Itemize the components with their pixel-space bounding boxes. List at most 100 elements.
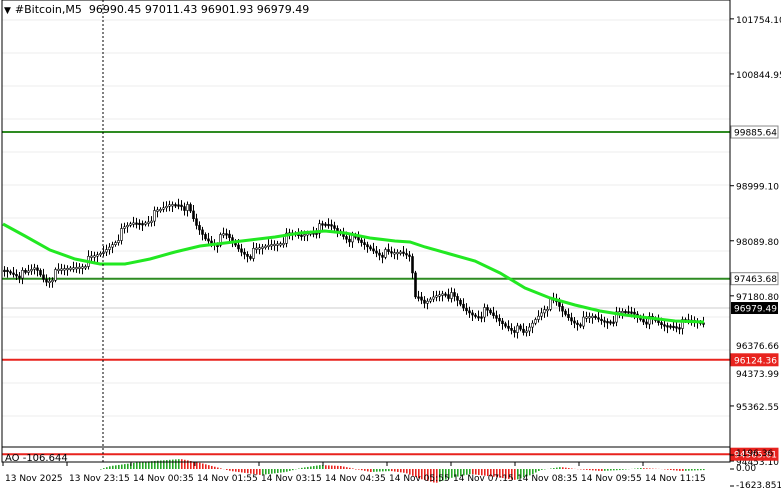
candle-body [633, 311, 636, 315]
ao-bar [271, 469, 273, 474]
ao-bar [118, 464, 120, 469]
price-tick-label: 94453.10 [736, 458, 779, 468]
ao-bar [151, 461, 153, 469]
ao-bar [178, 459, 180, 469]
ao-bar [193, 461, 195, 469]
ao-bar [562, 467, 564, 469]
ao-bar [124, 464, 126, 469]
support-resistance-levels [2, 131, 730, 456]
ao-bar [325, 465, 327, 469]
candle-body [222, 233, 225, 236]
candle-body [549, 298, 552, 310]
candle-body [12, 272, 15, 275]
candle-body [432, 296, 435, 300]
ao-bar [460, 469, 462, 476]
candle-body [138, 222, 141, 225]
ao-bar [553, 468, 555, 469]
candle-body [150, 220, 153, 223]
ao-bar [670, 469, 672, 470]
candle-body [348, 238, 351, 243]
ao-bar [277, 469, 279, 473]
candle-body [657, 320, 660, 323]
ao-bar [286, 469, 288, 472]
candle-body [141, 223, 144, 226]
ao-bar [376, 469, 378, 472]
ao-bar [307, 466, 309, 469]
candle-body [498, 317, 501, 322]
candle-body [147, 221, 150, 224]
candle-body [207, 238, 210, 242]
ao-bar [169, 459, 171, 469]
ao-bar [613, 469, 615, 471]
awesome-oscillator-histogram [100, 459, 705, 483]
ao-bar [397, 469, 399, 472]
candle-body [492, 312, 495, 316]
level-price-label: 99885.64 [734, 129, 777, 139]
ao-bar [199, 462, 201, 469]
candle-body [171, 204, 174, 207]
ao-bar [289, 469, 291, 471]
ao-bar [541, 469, 543, 470]
candle-body [669, 325, 672, 328]
ao-bar [493, 469, 495, 477]
candle-body [78, 266, 81, 269]
candlestick-series [3, 198, 705, 339]
candle-body [240, 248, 243, 253]
candle-body [408, 254, 411, 257]
ao-bar [103, 468, 105, 469]
candle-body [429, 298, 432, 302]
candle-body [204, 234, 207, 240]
ao-bar [511, 469, 513, 480]
candle-body [153, 210, 156, 222]
chart-border [1, 0, 731, 463]
candle-body [99, 253, 102, 256]
level-price-label: 96124.36 [734, 356, 777, 366]
ao-bar [361, 469, 363, 471]
candle-body [183, 206, 186, 211]
candle-body [366, 244, 369, 248]
ao-bar [142, 461, 144, 469]
ao-bar [145, 461, 147, 469]
candle-body [324, 223, 327, 226]
ao-bar [235, 469, 237, 472]
candle-body [39, 270, 42, 276]
ao-bar [388, 469, 390, 472]
ao-bar [364, 469, 366, 471]
ao-bar [619, 469, 621, 471]
ao-bar [382, 469, 384, 472]
candle-body [228, 233, 231, 238]
candle-body [426, 300, 429, 304]
ao-bar [394, 469, 396, 472]
ao-bar [694, 469, 696, 471]
ao-bar [262, 469, 264, 475]
ao-bar [346, 467, 348, 469]
ao-bar [352, 468, 354, 469]
ao-bar [184, 459, 186, 469]
dropdown-arrow-icon[interactable]: ▼ [4, 6, 11, 16]
ao-bar [115, 465, 117, 469]
ao-bar [616, 469, 618, 471]
ao-bar [586, 469, 588, 470]
ao-bar [268, 469, 270, 475]
ao-bar [505, 469, 507, 479]
candle-body [597, 317, 600, 320]
candle-body [456, 296, 459, 301]
candle-body [504, 323, 507, 327]
ao-bar [343, 466, 345, 469]
ao-bar [319, 465, 321, 469]
candle-body [462, 303, 465, 309]
ao-bar [421, 469, 423, 480]
candle-body [417, 296, 420, 299]
ao-bar [514, 469, 516, 480]
candle-body [477, 316, 480, 319]
candle-body [615, 311, 618, 323]
ao-bar [187, 460, 189, 469]
level-price-box [730, 125, 779, 139]
candle-body [468, 310, 471, 314]
ao-bar [253, 469, 255, 475]
candle-body [630, 311, 633, 314]
candle-body [390, 251, 393, 254]
ao-bar [217, 467, 219, 469]
candle-body [645, 321, 648, 325]
